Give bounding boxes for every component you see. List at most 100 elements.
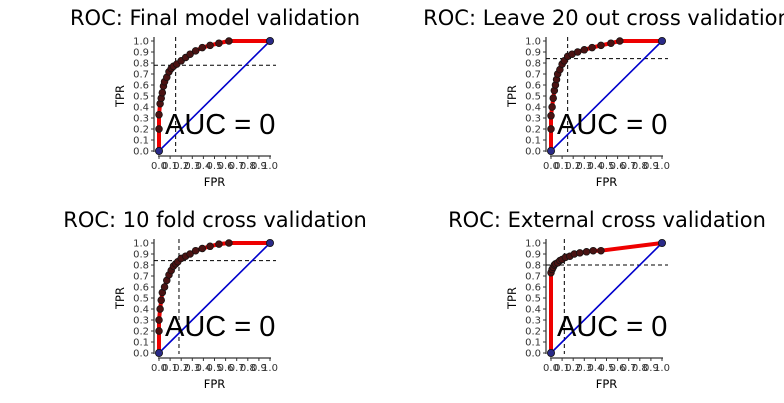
x-tick-label: 0.0 xyxy=(543,363,559,374)
y-tick-label: 0.1 xyxy=(133,136,149,147)
diagonal-reference-line xyxy=(550,40,663,152)
x-tick-label: 0.8 xyxy=(240,363,256,374)
x-tick-label: 1.0 xyxy=(262,161,278,172)
chart-title: ROC: 10 fold cross validation xyxy=(63,208,367,232)
y-tick-label: 0.8 xyxy=(133,59,149,70)
y-tick-label: 0.4 xyxy=(525,103,541,114)
x-axis-label: FPR xyxy=(596,175,618,189)
roc-point xyxy=(156,305,164,313)
y-tick-label: 0.2 xyxy=(133,125,149,136)
x-tick-label: 0.8 xyxy=(632,161,648,172)
roc-chart-svg: ROC: External cross validation0.00.00.10… xyxy=(448,208,766,391)
y-tick-label: 0.4 xyxy=(133,305,149,316)
roc-chart-svg: ROC: Leave 20 out cross validation 0.00.0… xyxy=(423,6,784,189)
roc-chart-svg: ROC: Final model validation0.00.00.10.10… xyxy=(70,6,360,189)
x-tick-label: 0.0 xyxy=(151,363,167,374)
x-tick-label: 1.0 xyxy=(654,161,670,172)
roc-point xyxy=(215,240,223,248)
chart-title: ROC: Final model validation xyxy=(70,6,360,30)
roc-start-point xyxy=(154,146,163,155)
roc-point xyxy=(215,39,223,47)
roc-chart-svg: ROC: 10 fold cross validation0.00.00.10.… xyxy=(63,208,367,391)
x-tick-label: 0.5 xyxy=(207,363,223,374)
roc-end-point xyxy=(265,37,274,46)
y-tick-label: 0.6 xyxy=(525,283,541,294)
roc-point xyxy=(588,43,596,52)
x-tick-label: 0.6 xyxy=(218,161,234,172)
roc-point xyxy=(191,246,200,255)
y-axis-label: TPR xyxy=(505,85,519,108)
y-tick-label: 0.9 xyxy=(525,48,541,59)
x-axis-label: FPR xyxy=(596,377,618,391)
x-tick-label: 0.4 xyxy=(195,363,211,374)
y-tick-label: 0.0 xyxy=(133,349,149,360)
y-tick-label: 1.0 xyxy=(133,239,149,250)
x-tick-label: 0.3 xyxy=(184,161,200,172)
roc-point xyxy=(186,250,194,258)
roc-point xyxy=(548,103,556,111)
x-tick-label: 0.2 xyxy=(173,363,189,374)
roc-point xyxy=(155,327,163,335)
y-axis-label: TPR xyxy=(505,287,519,310)
diagonal-reference-line xyxy=(158,242,271,354)
x-tick-label: 0.7 xyxy=(621,363,637,374)
y-tick-label: 0.5 xyxy=(133,294,149,305)
roc-point xyxy=(576,249,584,257)
y-tick-label: 0.5 xyxy=(525,92,541,103)
roc-end-point xyxy=(657,37,666,46)
diagonal-reference-line xyxy=(550,242,663,354)
roc-panel-external: ROC: External cross validation 0.0 0.0 0.1 0… xyxy=(392,202,784,403)
x-tick-label: 0.2 xyxy=(173,161,189,172)
diagonal-reference-line xyxy=(158,40,271,152)
y-tick-label: 0.7 xyxy=(133,70,149,81)
y-tick-label: 0.4 xyxy=(133,103,149,114)
y-tick-label: 0.8 xyxy=(133,261,149,272)
roc-point xyxy=(158,88,167,97)
roc-point xyxy=(225,239,233,247)
roc-point xyxy=(607,39,615,47)
roc-point xyxy=(597,246,605,255)
x-tick-label: 0.4 xyxy=(587,363,603,374)
auc-annotation: AUC = 0 xyxy=(165,311,275,343)
y-tick-label: 0.7 xyxy=(133,272,149,283)
chart-title: ROC: External cross validation xyxy=(448,208,766,232)
x-tick-label: 0.3 xyxy=(576,161,592,172)
x-tick-label: 0.2 xyxy=(565,363,581,374)
roc-point xyxy=(191,47,200,55)
roc-point xyxy=(206,242,214,251)
roc-point xyxy=(582,248,591,256)
y-tick-label: 0.6 xyxy=(525,81,541,92)
x-tick-label: 0.8 xyxy=(240,161,256,172)
x-tick-label: 1.0 xyxy=(654,363,670,374)
y-tick-label: 0.7 xyxy=(525,70,541,81)
y-tick-label: 0.9 xyxy=(525,250,541,261)
y-tick-label: 0.3 xyxy=(525,316,541,327)
y-axis-label: TPR xyxy=(113,85,127,108)
y-tick-label: 0.8 xyxy=(525,59,541,70)
y-tick-label: 0.2 xyxy=(133,327,149,338)
roc-point xyxy=(225,37,233,45)
y-tick-label: 1.0 xyxy=(525,37,541,48)
y-tick-label: 0.3 xyxy=(525,114,541,125)
auc-annotation: AUC = 0 xyxy=(557,311,667,343)
x-tick-label: 0.7 xyxy=(621,161,637,172)
x-tick-label: 0.6 xyxy=(218,363,234,374)
y-tick-label: 0.1 xyxy=(525,338,541,349)
x-axis-label: FPR xyxy=(204,377,226,391)
roc-point xyxy=(155,125,163,133)
x-tick-label: 0.5 xyxy=(207,161,223,172)
roc-point xyxy=(206,41,214,50)
x-tick-label: 0.7 xyxy=(229,161,245,172)
x-tick-label: 0.0 xyxy=(543,161,559,172)
x-tick-label: 0.6 xyxy=(610,161,626,172)
y-tick-label: 0.3 xyxy=(133,316,149,327)
x-tick-label: 0.1 xyxy=(162,161,178,172)
x-tick-label: 0.1 xyxy=(162,363,178,374)
y-tick-label: 0.9 xyxy=(133,250,149,261)
y-tick-label: 0.9 xyxy=(133,48,149,59)
roc-panel-final-model: ROC: Final model validation 0.0 0.0 0.1 0.1 0… xyxy=(0,0,392,201)
y-tick-label: 0.0 xyxy=(525,147,541,158)
y-tick-label: 0.8 xyxy=(525,261,541,272)
x-tick-label: 0.9 xyxy=(643,161,659,172)
roc-start-point xyxy=(546,348,555,357)
